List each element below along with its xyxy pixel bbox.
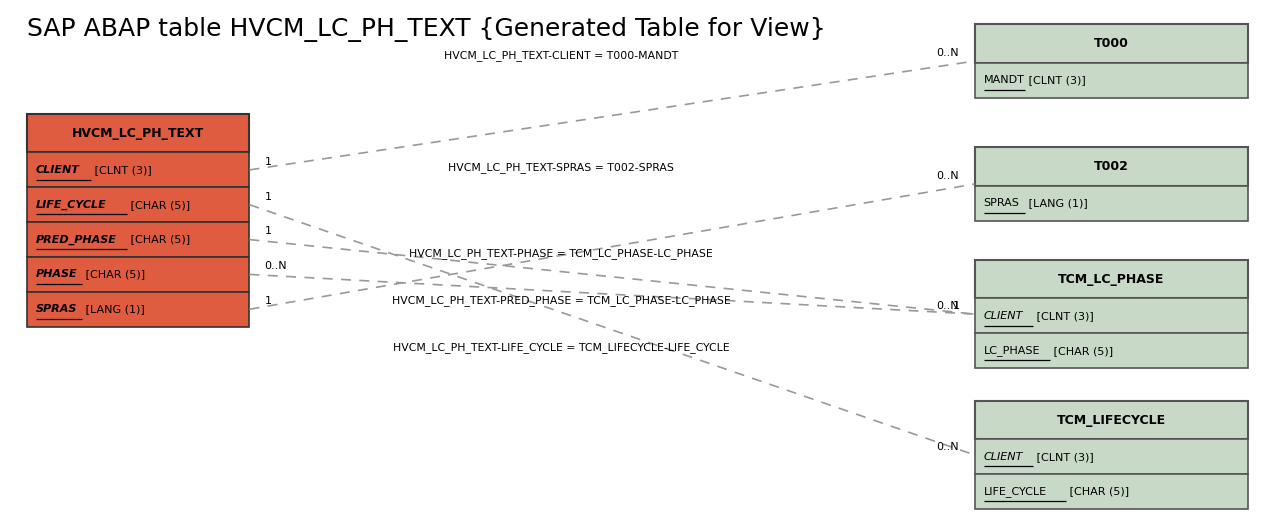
Text: LIFE_CYCLE: LIFE_CYCLE — [36, 200, 107, 210]
Text: CLIENT: CLIENT — [983, 311, 1023, 321]
Text: [CLNT (3)]: [CLNT (3)] — [1033, 311, 1094, 321]
Text: PHASE: PHASE — [36, 269, 78, 280]
FancyBboxPatch shape — [974, 186, 1248, 220]
Text: HVCM_LC_PH_TEXT-CLIENT = T000-MANDT: HVCM_LC_PH_TEXT-CLIENT = T000-MANDT — [444, 50, 678, 61]
Text: 1: 1 — [265, 227, 272, 236]
Text: PRED_PHASE: PRED_PHASE — [36, 234, 116, 245]
Text: 1: 1 — [265, 157, 272, 167]
FancyBboxPatch shape — [974, 260, 1248, 299]
Text: HVCM_LC_PH_TEXT: HVCM_LC_PH_TEXT — [71, 127, 204, 140]
FancyBboxPatch shape — [974, 474, 1248, 509]
Text: [LANG (1)]: [LANG (1)] — [1025, 198, 1088, 208]
Text: MANDT: MANDT — [983, 75, 1024, 85]
Text: HVCM_LC_PH_TEXT-SPRAS = T002-SPRAS: HVCM_LC_PH_TEXT-SPRAS = T002-SPRAS — [449, 162, 674, 174]
Text: 0..N: 0..N — [937, 171, 959, 181]
Text: [CHAR (5)]: [CHAR (5)] — [82, 269, 144, 280]
Text: HVCM_LC_PH_TEXT-LIFE_CYCLE = TCM_LIFECYCLE-LIFE_CYCLE: HVCM_LC_PH_TEXT-LIFE_CYCLE = TCM_LIFECYC… — [393, 341, 729, 353]
Text: CLIENT: CLIENT — [983, 452, 1023, 462]
Text: LIFE_CYCLE: LIFE_CYCLE — [983, 486, 1047, 497]
Text: SPRAS: SPRAS — [36, 304, 76, 314]
Text: HVCM_LC_PH_TEXT-PRED_PHASE = TCM_LC_PHASE-LC_PHASE: HVCM_LC_PH_TEXT-PRED_PHASE = TCM_LC_PHAS… — [391, 296, 731, 306]
Text: [CHAR (5)]: [CHAR (5)] — [1066, 487, 1130, 496]
Text: [CLNT (3)]: [CLNT (3)] — [1025, 75, 1085, 85]
Text: 1: 1 — [265, 192, 272, 201]
Text: 0..N: 0..N — [937, 301, 959, 311]
Text: 0..N: 0..N — [937, 48, 959, 58]
Text: [CHAR (5)]: [CHAR (5)] — [1049, 346, 1113, 356]
Text: [CHAR (5)]: [CHAR (5)] — [128, 234, 190, 245]
Text: 0..N: 0..N — [937, 442, 959, 452]
Text: [CLNT (3)]: [CLNT (3)] — [91, 165, 152, 175]
Text: TCM_LC_PHASE: TCM_LC_PHASE — [1058, 273, 1164, 286]
Text: [CLNT (3)]: [CLNT (3)] — [1033, 452, 1094, 462]
FancyBboxPatch shape — [27, 257, 250, 292]
FancyBboxPatch shape — [27, 152, 250, 187]
FancyBboxPatch shape — [974, 24, 1248, 63]
Text: 1: 1 — [265, 296, 272, 306]
FancyBboxPatch shape — [974, 333, 1248, 368]
FancyBboxPatch shape — [27, 222, 250, 257]
FancyBboxPatch shape — [974, 401, 1248, 439]
Text: [CHAR (5)]: [CHAR (5)] — [128, 200, 190, 210]
Text: SAP ABAP table HVCM_LC_PH_TEXT {Generated Table for View}: SAP ABAP table HVCM_LC_PH_TEXT {Generate… — [27, 17, 826, 42]
Text: [LANG (1)]: [LANG (1)] — [82, 304, 144, 314]
FancyBboxPatch shape — [974, 439, 1248, 474]
Text: 1: 1 — [952, 301, 959, 311]
Text: CLIENT: CLIENT — [36, 165, 79, 175]
Text: LC_PHASE: LC_PHASE — [983, 345, 1040, 356]
FancyBboxPatch shape — [974, 299, 1248, 333]
Text: SPRAS: SPRAS — [983, 198, 1020, 208]
FancyBboxPatch shape — [974, 147, 1248, 186]
Text: T002: T002 — [1094, 160, 1128, 173]
Text: HVCM_LC_PH_TEXT-PHASE = TCM_LC_PHASE-LC_PHASE: HVCM_LC_PH_TEXT-PHASE = TCM_LC_PHASE-LC_… — [409, 248, 713, 260]
Text: TCM_LIFECYCLE: TCM_LIFECYCLE — [1057, 414, 1165, 426]
FancyBboxPatch shape — [27, 114, 250, 152]
FancyBboxPatch shape — [974, 63, 1248, 98]
FancyBboxPatch shape — [27, 187, 250, 222]
FancyBboxPatch shape — [27, 292, 250, 327]
Text: T000: T000 — [1094, 37, 1128, 50]
Text: 0..N: 0..N — [265, 261, 287, 271]
